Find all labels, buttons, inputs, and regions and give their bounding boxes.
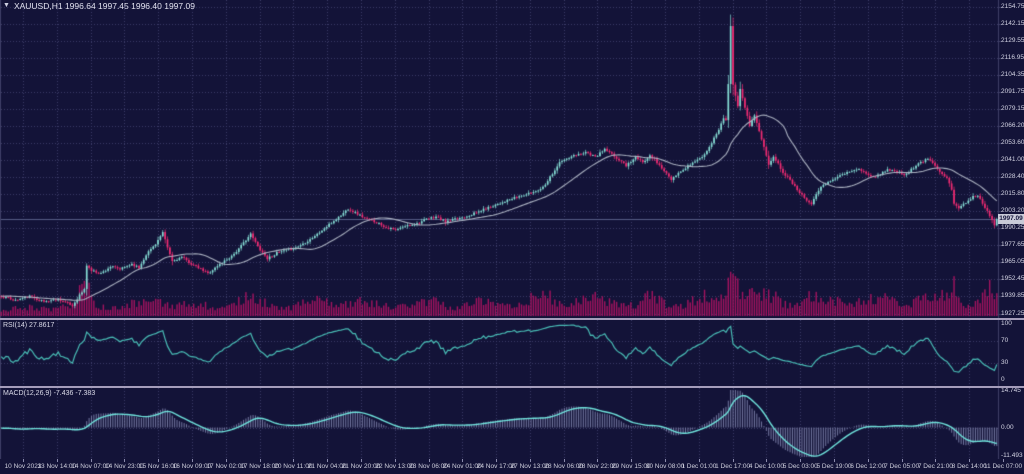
price-axis-label: 1965.05 <box>1001 258 1024 266</box>
price-axis-label: 1927.25 <box>1001 309 1024 317</box>
time-axis-tick <box>192 459 193 462</box>
rsi-axis-label: 0 <box>1001 376 1005 383</box>
time-axis-label: 7 Dec 05:00 <box>884 463 920 470</box>
rsi-indicator-label: RSI(14) 27.8617 <box>3 322 55 329</box>
time-axis-label: 21 Nov 20:00 <box>341 463 381 470</box>
time-axis-tick <box>361 459 362 462</box>
price-axis-label: 1952.45 <box>1001 275 1024 283</box>
time-axis-label: 24 Nov 01:00 <box>442 463 482 470</box>
time-axis-label: 29 Nov 15:00 <box>611 463 651 470</box>
time-axis-label: 30 Nov 08:00 <box>645 463 685 470</box>
time-axis-label: 14 Nov 07:00 <box>71 463 110 470</box>
rsi-axis-label: 70 <box>1001 336 1009 344</box>
time-axis-label: 22 Nov 13:00 <box>375 463 415 470</box>
time-axis-tick <box>530 459 531 462</box>
time-axis-tick <box>902 459 903 462</box>
time-axis-label: 24 Nov 17:00 <box>476 463 516 470</box>
time-axis-label: 17 Nov 02:00 <box>206 463 246 470</box>
price-axis-label: 2104.35 <box>1001 70 1024 78</box>
time-axis-label: 1 Dec 01:00 <box>681 463 717 470</box>
time-axis-tick <box>631 459 632 462</box>
time-axis-tick <box>91 459 92 462</box>
time-axis-tick <box>395 459 396 462</box>
time-axis-label: 21 Nov 04:00 <box>307 463 347 470</box>
time-axis-tick <box>260 459 261 462</box>
time-axis-tick <box>226 459 227 462</box>
time-axis-tick <box>293 459 294 462</box>
chart-menu-icon[interactable]: ▼ <box>3 2 10 9</box>
macd-axis-label: 0.00 <box>1001 423 1014 431</box>
rsi-panel-canvas[interactable] <box>0 320 1024 386</box>
rsi-axis-label: 30 <box>1001 359 1009 367</box>
time-axis-tick <box>935 459 936 462</box>
time-axis-label: 5 Dec 03:00 <box>782 463 818 470</box>
macd-axis-label: -11.493 <box>1001 451 1023 459</box>
time-axis-tick <box>800 459 801 462</box>
time-axis-tick <box>23 459 24 462</box>
price-axis-label: 2003.20 <box>1001 207 1024 215</box>
time-axis-label: 6 Dec 12:00 <box>850 463 886 470</box>
time-axis-tick <box>868 459 869 462</box>
rsi-axis-label: 100 <box>1001 320 1012 327</box>
time-axis-tick <box>327 459 328 462</box>
price-axis-label: 2041.00 <box>1001 156 1024 163</box>
time-axis-tick <box>496 459 497 462</box>
time-axis-tick <box>665 459 666 462</box>
time-axis-tick <box>564 459 565 462</box>
time-axis-label: 23 Nov 06:00 <box>409 463 448 470</box>
time-axis-tick <box>597 459 598 462</box>
chart-title-bar: ▼ XAUUSD,H1 1996.64 1997.45 1996.40 1997… <box>3 1 195 11</box>
price-axis-label: 2028.40 <box>1001 173 1024 181</box>
price-axis-label: 2142.15 <box>1001 19 1024 27</box>
time-axis-tick <box>733 459 734 462</box>
panel-separator-macd[interactable] <box>0 386 1024 388</box>
time-axis-label: 16 Nov 09:00 <box>172 463 212 470</box>
chart-title: XAUUSD,H1 1996.64 1997.45 1996.40 1997.0… <box>13 1 195 11</box>
time-axis-label: 11 Dec 07:00 <box>983 463 1023 470</box>
time-axis-tick <box>429 459 430 462</box>
time-axis-label: 20 Nov 11:00 <box>274 463 313 470</box>
time-axis-label: 28 Nov 06:00 <box>544 463 584 470</box>
macd-axis-label: 14.745 <box>1001 386 1021 394</box>
time-axis-tick <box>124 459 125 462</box>
price-axis-label: 2091.75 <box>1001 87 1024 95</box>
time-axis-label: 13 Nov 14:00 <box>37 463 77 470</box>
price-axis-label: 2015.80 <box>1001 190 1024 198</box>
panel-separator-rsi[interactable] <box>0 318 1024 320</box>
price-axis-label: 2129.55 <box>1001 36 1024 44</box>
time-axis-tick <box>766 459 767 462</box>
price-axis-label: 2116.95 <box>1001 53 1024 61</box>
macd-panel-canvas[interactable] <box>0 388 1024 459</box>
time-axis-label: 1 Dec 17:00 <box>715 463 751 470</box>
price-axis-label: 1977.65 <box>1001 241 1024 249</box>
time-axis-label: 10 Nov 2023 <box>4 463 42 470</box>
time-axis-tick <box>969 459 970 462</box>
price-axis-label: 1939.85 <box>1001 292 1024 300</box>
time-axis-label: 28 Nov 22:00 <box>578 463 617 470</box>
time-axis-tick <box>1003 459 1004 462</box>
price-axis-label: 1990.25 <box>1001 224 1024 232</box>
time-axis-label: 15 Nov 16:00 <box>138 463 178 470</box>
time-axis-label: 8 Dec 14:00 <box>951 463 987 470</box>
time-axis-label: 4 Dec 10:00 <box>748 463 784 470</box>
price-chart-canvas[interactable] <box>0 0 1024 318</box>
time-axis-tick <box>158 459 159 462</box>
time-axis-tick <box>699 459 700 462</box>
time-axis-tick <box>57 459 58 462</box>
time-axis-label: 27 Nov 13:00 <box>510 463 550 470</box>
current-price-tag: 1997.09 <box>998 214 1024 225</box>
time-axis-label: 5 Dec 19:00 <box>816 463 852 470</box>
time-axis-label: 14 Nov 23:00 <box>105 463 144 470</box>
price-axis-label: 2079.15 <box>1001 104 1024 112</box>
price-axis-label: 2053.60 <box>1001 138 1024 146</box>
macd-indicator-label: MACD(12,26,9) -7.436 -7.383 <box>3 390 96 397</box>
price-axis-label: 2066.20 <box>1001 121 1024 129</box>
price-axis-label: 2154.75 <box>1001 2 1024 10</box>
time-axis-tick <box>834 459 835 462</box>
time-axis-label: 7 Dec 21:00 <box>917 463 953 470</box>
time-axis-label: 17 Nov 18:00 <box>240 463 279 470</box>
time-axis-tick <box>462 459 463 462</box>
